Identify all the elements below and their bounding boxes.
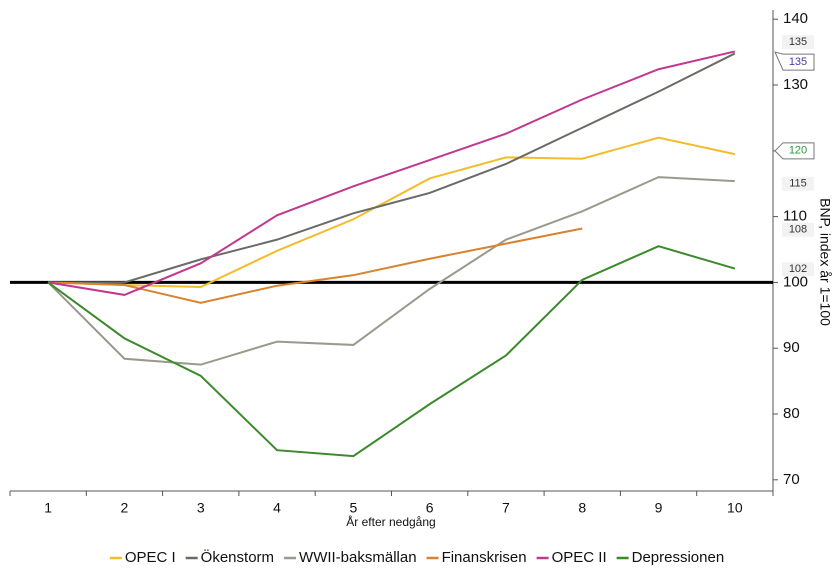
annotation-bg [782,176,814,191]
legend-label: WWII-baksmällan [299,549,417,566]
y-tick-label: 70 [783,471,800,488]
annotation-box [774,142,815,160]
series-line [48,136,736,289]
x-tick-label: 2 [121,500,129,516]
series-line [47,245,736,458]
legend-label: Ökenstorm [201,548,274,566]
x-tick-label: 3 [197,500,205,516]
x-tick-label: 6 [426,500,434,516]
legend-label: OPEC II [552,549,607,566]
annotation-bg [782,222,814,237]
annotation-label: 102 [789,263,807,275]
x-tick-label: 8 [578,500,586,516]
x-tick-label: 1 [44,500,52,516]
y-tick-label: 80 [783,405,800,422]
series-line [48,227,583,304]
x-axis-label: År efter nedgång [346,514,435,529]
annotation-box [774,51,815,71]
x-tick-label: 7 [502,500,510,516]
annotation-label: 115 [789,178,807,190]
series-line [47,176,735,366]
x-tick-label: 10 [727,500,743,516]
legend-label: OPEC I [125,549,176,566]
annotation-label: 108 [789,224,807,236]
annotation-bg [782,262,814,277]
series-line [48,52,736,284]
series-line [47,50,736,296]
x-tick-label: 5 [349,500,357,516]
y-tick-label: 130 [783,76,808,93]
y-tick-label: 140 [783,10,808,27]
y-tick-label: 100 [783,273,808,290]
x-tick-label: 9 [655,500,663,516]
annotation-label: 135 [789,56,807,68]
y-axis-label: BNP, index år 1=100 [817,198,833,326]
annotation-label: 135 [789,36,807,48]
x-tick-label: 4 [273,500,281,516]
legend-label: Finanskrisen [442,549,527,566]
annotation-label: 120 [789,145,807,157]
legend-label: Depressionen [632,549,725,566]
annotation-bg [782,35,814,50]
y-tick-label: 110 [783,208,807,225]
y-tick-label: 90 [783,339,800,356]
legend: OPEC I Ökenstorm WWII-baksmällan Finanskris… [109,548,725,566]
